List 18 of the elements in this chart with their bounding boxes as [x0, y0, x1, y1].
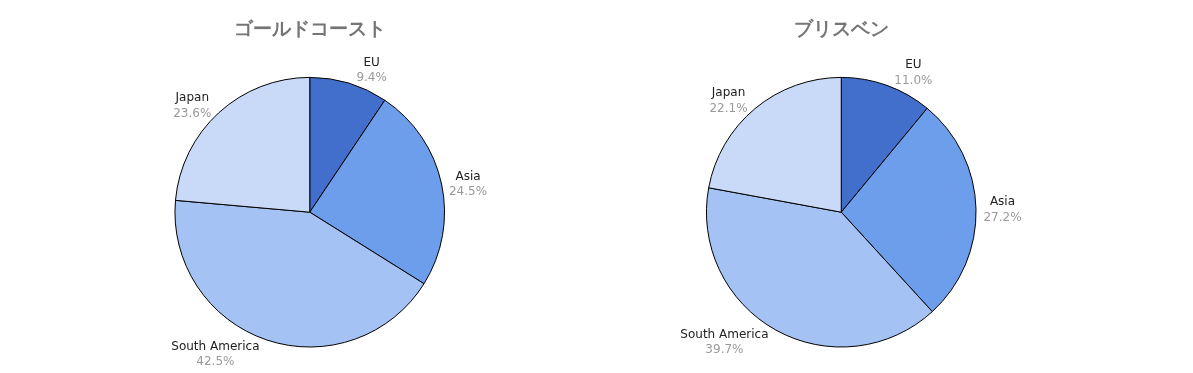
chart-title: ブリスベン — [794, 17, 889, 39]
data-label: 23.6% — [173, 105, 212, 120]
data-label: 27.2% — [983, 209, 1022, 224]
slice-label: Asia — [455, 168, 481, 183]
data-label: 9.4% — [356, 70, 387, 85]
chart-title: ゴールドコースト — [234, 17, 386, 39]
slice-label: South America — [680, 326, 769, 341]
slice-label: South America — [171, 338, 260, 353]
data-label: 11.0% — [894, 73, 933, 88]
data-label: 22.1% — [709, 100, 748, 115]
slice-label: EU — [363, 54, 380, 69]
slice-label: EU — [905, 57, 922, 72]
slice-label: Japan — [710, 85, 746, 100]
data-label: 24.5% — [448, 184, 488, 199]
data-label: 39.7% — [705, 342, 744, 357]
data-label: 42.5% — [196, 354, 235, 369]
slice-label: Asia — [989, 194, 1016, 208]
slice-label: Japan — [174, 89, 209, 104]
